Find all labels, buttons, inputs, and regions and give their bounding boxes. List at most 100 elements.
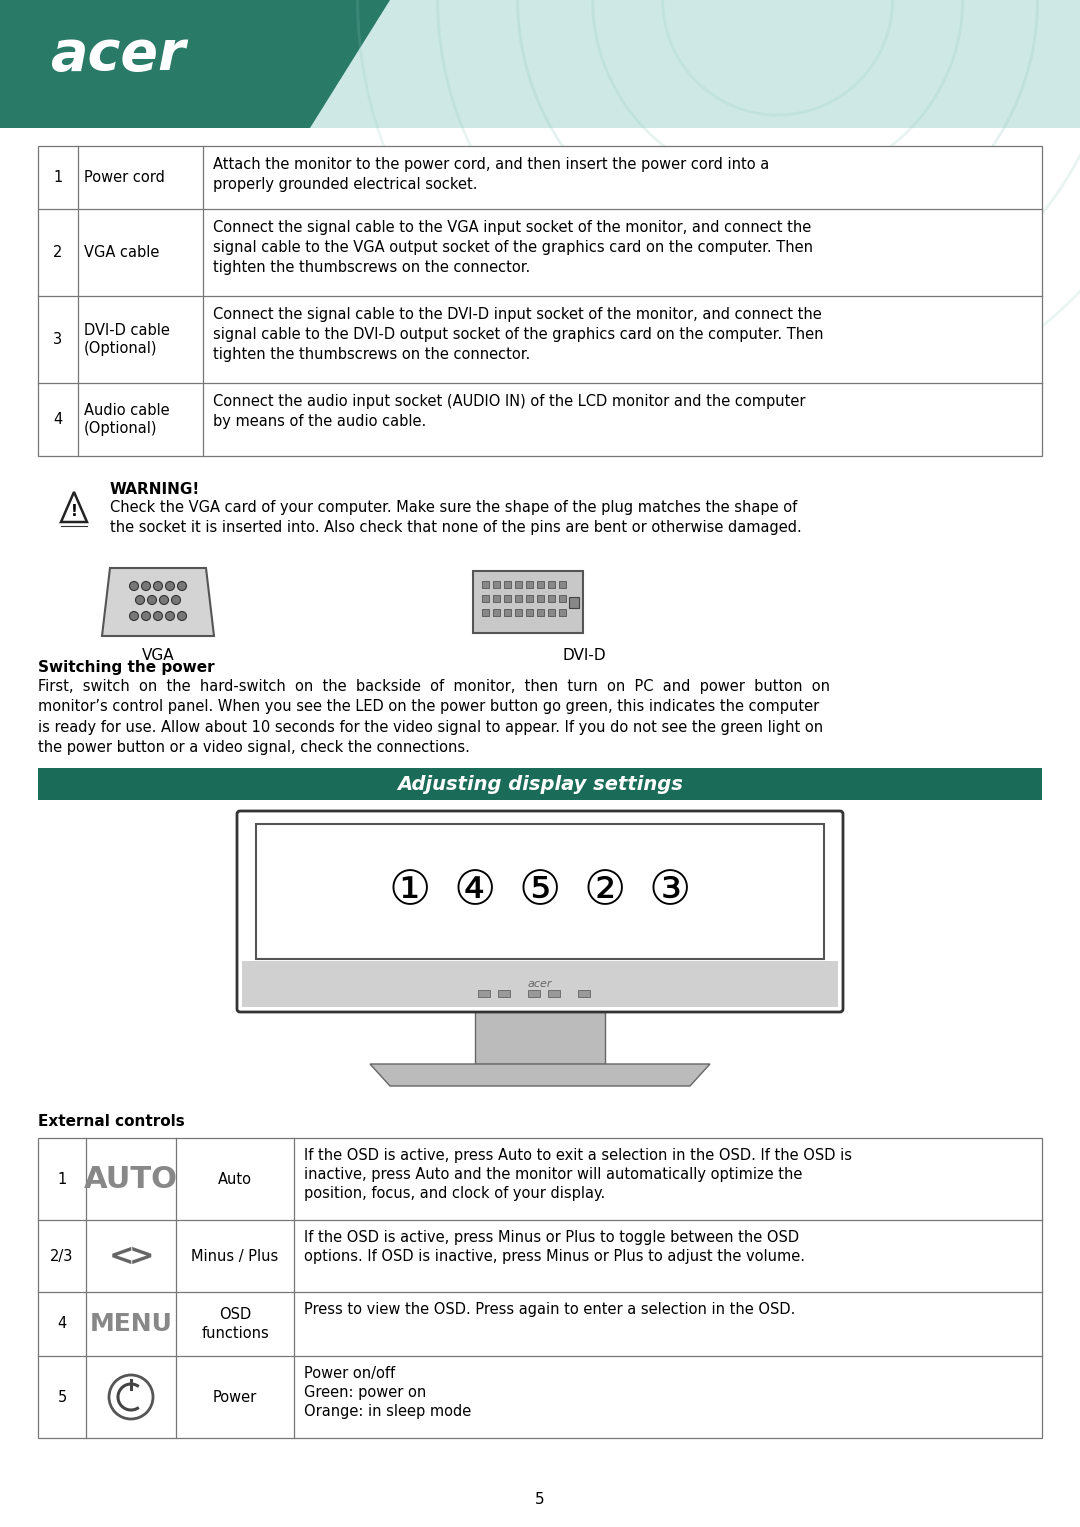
Bar bbox=[498, 989, 510, 997]
Text: >: > bbox=[129, 1241, 153, 1270]
Bar bbox=[482, 580, 489, 588]
Text: DVI-D: DVI-D bbox=[562, 647, 606, 663]
Bar bbox=[492, 596, 500, 602]
Text: ⑤: ⑤ bbox=[518, 869, 562, 915]
Text: If the OSD is active, press Auto to exit a selection in the OSD. If the OSD is
i: If the OSD is active, press Auto to exit… bbox=[303, 1148, 852, 1202]
Text: Power: Power bbox=[213, 1390, 257, 1405]
Text: 5: 5 bbox=[57, 1390, 67, 1405]
Bar bbox=[492, 580, 500, 588]
Text: 3: 3 bbox=[53, 331, 63, 347]
Circle shape bbox=[141, 582, 150, 591]
Text: First,  switch  on  the  hard-switch  on  the  backside  of  monitor,  then  tur: First, switch on the hard-switch on the … bbox=[38, 680, 831, 756]
Circle shape bbox=[177, 611, 187, 620]
Text: Switching the power: Switching the power bbox=[38, 660, 215, 675]
Bar bbox=[478, 989, 490, 997]
Polygon shape bbox=[102, 568, 214, 637]
Bar bbox=[515, 580, 522, 588]
Bar bbox=[559, 580, 566, 588]
Bar bbox=[526, 596, 534, 602]
Text: 1: 1 bbox=[57, 1171, 67, 1186]
Circle shape bbox=[165, 611, 175, 620]
Bar bbox=[559, 609, 566, 615]
Text: DVI-D cable
(Optional): DVI-D cable (Optional) bbox=[84, 324, 170, 356]
Bar bbox=[537, 596, 544, 602]
Bar bbox=[578, 989, 590, 997]
Text: !: ! bbox=[70, 504, 78, 519]
Circle shape bbox=[135, 596, 145, 605]
Bar bbox=[475, 1009, 605, 1064]
Text: Adjusting display settings: Adjusting display settings bbox=[397, 774, 683, 794]
Bar bbox=[473, 571, 583, 634]
Bar bbox=[548, 580, 555, 588]
Bar bbox=[526, 609, 534, 615]
Circle shape bbox=[153, 582, 162, 591]
Bar bbox=[515, 596, 522, 602]
Circle shape bbox=[160, 596, 168, 605]
Text: Minus / Plus: Minus / Plus bbox=[191, 1249, 279, 1263]
Circle shape bbox=[153, 611, 162, 620]
Circle shape bbox=[165, 582, 175, 591]
Text: 2: 2 bbox=[53, 244, 63, 260]
Circle shape bbox=[172, 596, 180, 605]
Circle shape bbox=[130, 611, 138, 620]
Bar bbox=[504, 580, 511, 588]
Bar bbox=[526, 580, 534, 588]
Circle shape bbox=[130, 582, 138, 591]
Bar bbox=[548, 609, 555, 615]
Text: Attach the monitor to the power cord, and then insert the power cord into a
prop: Attach the monitor to the power cord, an… bbox=[213, 157, 769, 192]
Polygon shape bbox=[0, 0, 390, 128]
Bar bbox=[242, 960, 838, 1006]
Text: VGA: VGA bbox=[141, 647, 174, 663]
Circle shape bbox=[109, 1374, 153, 1419]
Bar bbox=[0, 0, 1080, 128]
Bar bbox=[537, 580, 544, 588]
Polygon shape bbox=[370, 1064, 710, 1086]
Bar bbox=[515, 609, 522, 615]
Text: Check the VGA card of your computer. Make sure the shape of the plug matches the: Check the VGA card of your computer. Mak… bbox=[110, 499, 801, 534]
Text: 2/3: 2/3 bbox=[51, 1249, 73, 1263]
Bar bbox=[548, 989, 561, 997]
Bar bbox=[482, 609, 489, 615]
Text: OSD
functions: OSD functions bbox=[201, 1307, 269, 1341]
Text: 5: 5 bbox=[536, 1492, 544, 1507]
Text: Power cord: Power cord bbox=[84, 169, 165, 185]
Text: ①: ① bbox=[389, 869, 431, 915]
Text: If the OSD is active, press Minus or Plus to toggle between the OSD
options. If : If the OSD is active, press Minus or Plu… bbox=[303, 1231, 805, 1264]
Text: MENU: MENU bbox=[90, 1312, 173, 1336]
Bar bbox=[256, 825, 824, 959]
Text: Power on/off
Green: power on
Orange: in sleep mode: Power on/off Green: power on Orange: in … bbox=[303, 1367, 471, 1420]
Text: External controls: External controls bbox=[38, 1115, 185, 1128]
Polygon shape bbox=[60, 492, 87, 522]
Text: 4: 4 bbox=[57, 1316, 67, 1332]
Text: Auto: Auto bbox=[218, 1171, 252, 1186]
Bar bbox=[537, 609, 544, 615]
Bar bbox=[559, 596, 566, 602]
Text: acer: acer bbox=[50, 27, 186, 82]
Text: AUTO: AUTO bbox=[84, 1165, 178, 1194]
Text: 1: 1 bbox=[53, 169, 63, 185]
Bar bbox=[504, 609, 511, 615]
Text: 4: 4 bbox=[53, 412, 63, 428]
Text: ③: ③ bbox=[649, 869, 691, 915]
Text: <: < bbox=[108, 1241, 134, 1270]
Text: Connect the audio input socket (AUDIO IN) of the LCD monitor and the computer
by: Connect the audio input socket (AUDIO IN… bbox=[213, 394, 806, 429]
Bar bbox=[38, 147, 1042, 457]
Bar bbox=[492, 609, 500, 615]
Text: ④: ④ bbox=[454, 869, 496, 915]
Text: ②: ② bbox=[584, 869, 626, 915]
Text: acer: acer bbox=[528, 979, 552, 989]
Circle shape bbox=[177, 582, 187, 591]
Bar bbox=[504, 596, 511, 602]
Circle shape bbox=[148, 596, 157, 605]
Bar bbox=[38, 1138, 1042, 1438]
Circle shape bbox=[141, 611, 150, 620]
FancyBboxPatch shape bbox=[237, 811, 843, 1012]
Bar bbox=[548, 596, 555, 602]
Text: WARNING!: WARNING! bbox=[110, 483, 200, 496]
Text: Connect the signal cable to the VGA input socket of the monitor, and connect the: Connect the signal cable to the VGA inpu… bbox=[213, 220, 813, 275]
Bar bbox=[569, 597, 579, 608]
Text: VGA cable: VGA cable bbox=[84, 244, 160, 260]
Bar bbox=[38, 768, 1042, 800]
Bar bbox=[482, 596, 489, 602]
Text: Connect the signal cable to the DVI-D input socket of the monitor, and connect t: Connect the signal cable to the DVI-D in… bbox=[213, 307, 824, 362]
